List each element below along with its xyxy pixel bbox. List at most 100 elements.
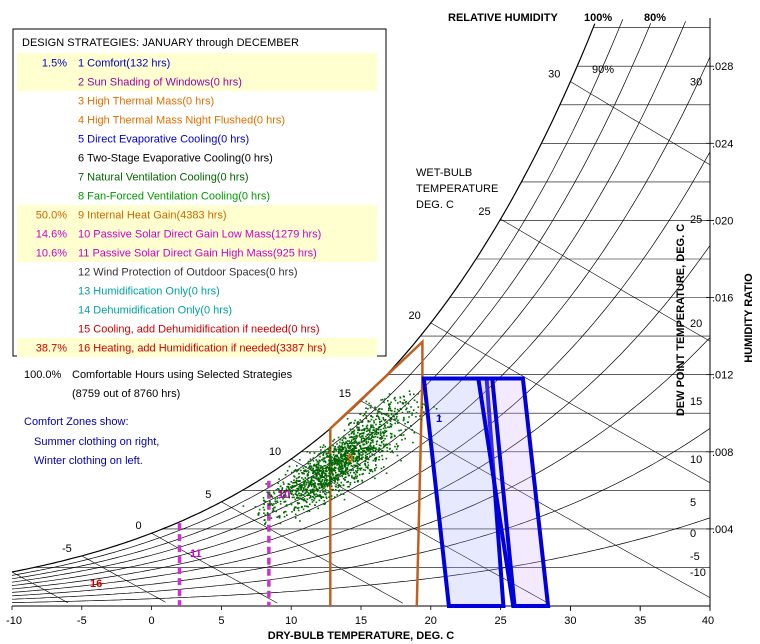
data-point: [319, 496, 322, 498]
data-point: [388, 393, 391, 395]
data-point: [310, 481, 313, 484]
data-point: [276, 497, 279, 499]
data-point: [291, 492, 293, 495]
data-point: [355, 459, 358, 462]
data-point: [319, 467, 322, 470]
data-point: [292, 489, 294, 491]
data-point: [375, 458, 377, 461]
data-point: [283, 515, 286, 518]
data-point: [385, 443, 388, 445]
data-point: [357, 442, 360, 444]
data-point: [365, 430, 368, 433]
data-point: [350, 432, 353, 435]
data-point: [344, 449, 347, 452]
data-point: [339, 471, 342, 473]
data-point: [382, 417, 384, 419]
data-point: [316, 495, 319, 497]
data-point: [379, 426, 381, 428]
data-point: [344, 472, 346, 475]
data-point: [324, 483, 326, 485]
wet-bulb-line: [151, 532, 278, 604]
data-point: [362, 447, 364, 450]
data-point: [385, 472, 388, 474]
data-point: [332, 444, 334, 447]
data-point: [362, 468, 365, 471]
data-point: [340, 454, 343, 456]
data-point: [331, 472, 334, 475]
data-point: [337, 477, 339, 479]
data-point: [352, 436, 354, 439]
rh-curve-10: [11, 517, 711, 603]
wet-bulb-line: [81, 555, 166, 603]
data-point: [276, 516, 278, 518]
data-point: [322, 483, 325, 485]
data-point: [341, 445, 343, 448]
data-point: [387, 403, 390, 405]
data-point: [319, 483, 322, 486]
data-point: [347, 449, 350, 452]
data-point: [365, 457, 368, 460]
data-point: [351, 450, 353, 452]
data-point: [316, 471, 319, 474]
data-point: [358, 426, 360, 429]
data-point: [368, 429, 371, 432]
data-point: [289, 486, 292, 488]
data-point: [362, 432, 364, 435]
data-point: [306, 491, 309, 493]
data-point: [375, 441, 378, 443]
data-point: [303, 472, 305, 475]
data-point: [355, 441, 357, 443]
data-point: [346, 442, 348, 445]
data-point: [346, 418, 349, 420]
legend-row-pct: 10.6%: [36, 248, 67, 260]
data-point: [285, 505, 287, 507]
data-point: [324, 477, 327, 480]
data-point: [367, 464, 370, 466]
data-point: [342, 493, 345, 495]
legend-row-label: 6 Two-Stage Evaporative Cooling(0 hrs): [78, 153, 273, 165]
data-point: [378, 417, 380, 419]
data-point: [389, 419, 391, 421]
data-point: [358, 455, 361, 458]
data-point: [396, 408, 399, 411]
hr-tick-label: .016: [712, 293, 733, 305]
data-point: [367, 407, 369, 410]
data-point: [278, 496, 281, 499]
legend-row-label: 16 Heating, add Humidification if needed…: [78, 343, 326, 355]
data-point: [273, 506, 275, 509]
data-point: [374, 468, 376, 470]
data-point: [295, 477, 298, 480]
data-point: [317, 477, 319, 480]
data-point: [360, 467, 363, 469]
data-point: [370, 445, 372, 447]
hr-tick-label: .024: [712, 138, 733, 150]
data-point: [328, 454, 331, 457]
data-point: [379, 437, 381, 439]
data-point: [294, 469, 296, 472]
data-point: [388, 405, 391, 408]
data-point: [288, 488, 290, 490]
data-point: [297, 487, 299, 490]
legend-title: DESIGN STRATEGIES: JANUARY through DECEM…: [22, 37, 299, 49]
data-point: [423, 403, 426, 406]
zone-label-11: 11: [190, 548, 202, 560]
data-point: [312, 483, 315, 486]
data-point: [378, 408, 380, 410]
data-point: [285, 504, 288, 506]
data-point: [357, 463, 359, 465]
data-point: [325, 496, 327, 498]
data-point: [293, 485, 295, 488]
data-point: [319, 446, 322, 448]
data-point: [302, 484, 304, 486]
data-point: [309, 482, 312, 485]
data-point: [315, 495, 317, 498]
data-point: [340, 493, 342, 495]
data-point: [352, 452, 355, 455]
data-point: [365, 435, 367, 438]
data-point: [357, 465, 359, 468]
data-point: [381, 441, 383, 443]
data-point: [343, 429, 346, 432]
data-point: [290, 492, 292, 494]
data-point: [347, 472, 349, 475]
data-point: [381, 454, 383, 457]
